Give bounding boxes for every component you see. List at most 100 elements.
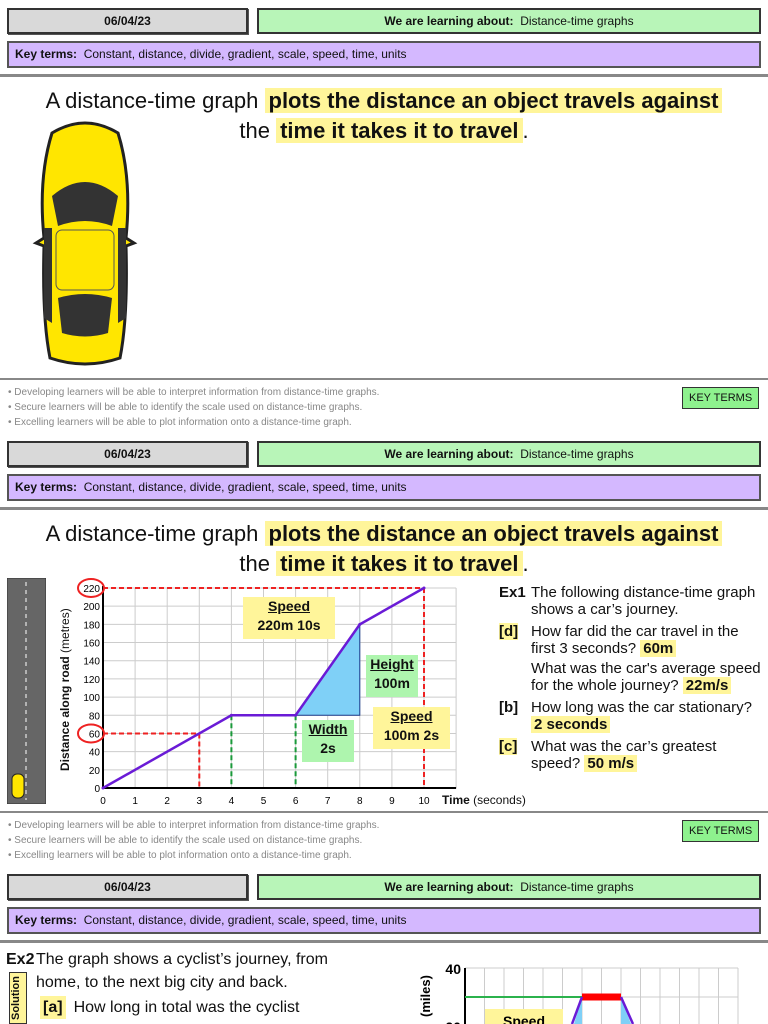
answer-overlap: 22m/s [682, 677, 732, 694]
title-highlight: plots the distance an object travels aga… [264, 88, 723, 113]
question-d-text-overlap: What was the car's average speed for the… [531, 660, 761, 694]
y-tick-label: 60 [89, 729, 101, 740]
distance-time-chart: 0 1 2 3 4 5 6 7 8 9 100204060801001201401601802002… [77, 578, 457, 807]
divider [0, 811, 768, 813]
divider [0, 507, 768, 510]
objective: • Secure learners will be able to identi… [8, 402, 363, 413]
date-box: 06/04/23 [7, 874, 248, 900]
learning-box: We are learning about: Distance-time gra… [257, 441, 761, 467]
title-highlight: time it takes it to travel [276, 551, 523, 576]
key-terms: Constant, distance, divide, gradient, sc… [83, 480, 407, 494]
ex2: Ex2 The graph shows a cyclist’s journey, … [6, 948, 376, 1019]
answer-c: 50 m/s [584, 755, 638, 772]
y-tick-label: 40 [445, 961, 461, 977]
y-tick-label: 20 [89, 766, 101, 777]
data-point [294, 713, 298, 717]
title-text: the [239, 551, 270, 576]
date: 06/04/23 [104, 14, 151, 28]
y-tick-label: 220 [83, 584, 100, 595]
x-tick-label: 0 [100, 796, 106, 807]
key-terms: Constant, distance, divide, gradient, sc… [83, 47, 407, 61]
x-tick-label: 8 [357, 796, 363, 807]
y-tick-label: 20 [445, 1019, 461, 1024]
data-point [229, 713, 233, 717]
key-terms-button[interactable]: KEY TERMS [682, 820, 760, 842]
solution-tab[interactable]: Solution [9, 972, 27, 1024]
objectives: • Developing learners will be able to in… [8, 385, 379, 430]
x-tick-label: 2 [164, 796, 170, 807]
slide-title-line2: the time it takes it to travel. [0, 116, 768, 146]
title-highlight: time it takes it to travel [276, 118, 523, 143]
key-terms-bar: Key terms: Constant, distance, divide, g… [7, 907, 761, 934]
question-c-label: [c] [499, 738, 518, 755]
slide-title: A distance-time graph plots the distance… [0, 86, 768, 116]
question-d-label: [d] [499, 623, 519, 640]
annotation-width: Width 2s [302, 720, 354, 762]
series-line-purple [570, 996, 584, 1024]
key-terms-button[interactable]: KEY TERMS [682, 387, 760, 409]
y-tick-label: 80 [89, 711, 101, 722]
title-text: A distance-time graph [45, 88, 259, 113]
highlight-circle-220 [77, 578, 105, 598]
learning-topic: Distance-time graphs [520, 880, 634, 894]
x-tick-label: 9 [389, 796, 395, 807]
x-tick-label: 4 [229, 796, 235, 807]
y-tick-label: 40 [89, 748, 101, 759]
x-tick-label: 1 [132, 796, 138, 807]
key-terms-label: Key terms: [15, 480, 78, 494]
series-line-purple [619, 996, 635, 1024]
y-axis-label: Distance along road (metres) [58, 608, 72, 772]
question-b-label: [b] [499, 699, 519, 716]
key-terms-bar: Key terms: Constant, distance, divide, g… [7, 41, 761, 68]
y-tick-label: 100 [83, 693, 100, 704]
data-point [422, 586, 426, 590]
key-terms-bar: Key terms: Constant, distance, divide, g… [7, 474, 761, 501]
data-point [358, 622, 362, 626]
objective: • Excelling learners will be able to plo… [8, 417, 352, 428]
title-text: . [522, 551, 529, 576]
question-b-text: How long was the car stationary? [531, 699, 752, 716]
y-tick-label: 120 [83, 675, 100, 686]
learning-topic: Distance-time graphs [520, 447, 634, 461]
objective: • Excelling learners will be able to plo… [8, 850, 352, 861]
x-tick-label: 7 [325, 796, 331, 807]
key-terms-label: Key terms: [15, 913, 78, 927]
learning-box: We are learning about: Distance-time gra… [257, 8, 761, 34]
ex1: Ex1 The following distance-time graph sho… [499, 584, 765, 772]
key-terms: Constant, distance, divide, gradient, sc… [83, 913, 407, 927]
slide-title: A distance-time graph plots the distance… [0, 519, 768, 549]
x-tick-label: 6 [293, 796, 299, 807]
divider [0, 940, 768, 943]
divider [0, 378, 768, 380]
title-highlight: plots the distance an object travels aga… [264, 521, 723, 546]
learning-topic: Distance-time graphs [520, 14, 634, 28]
question-c-text: What was the car’s greatest speed? [531, 738, 717, 772]
x-axis-label: Time (seconds) [442, 793, 526, 807]
y-tick-label: 180 [83, 620, 100, 631]
title-text: . [522, 118, 529, 143]
x-tick-label: 5 [261, 796, 267, 807]
objective: • Developing learners will be able to in… [8, 820, 380, 831]
annotation-speed-segment: Speed 100m 2s [373, 707, 450, 749]
learning-label: We are learning about: [384, 880, 514, 894]
y-tick-label: 160 [83, 639, 100, 650]
objective: • Secure learners will be able to identi… [8, 835, 363, 846]
learning-box: We are learning about: Distance-time gra… [257, 874, 761, 900]
title-text: A distance-time graph [45, 521, 259, 546]
y-tick-label: 140 [83, 657, 100, 668]
x-tick-label: 3 [197, 796, 203, 807]
question-a-text: How long in total was the cyclist [73, 999, 300, 1016]
highlight-circle-60 [77, 723, 105, 744]
annotation-box [485, 1009, 563, 1024]
data-point [101, 786, 105, 790]
slide-title-line2: the time it takes it to travel. [0, 549, 768, 579]
answer-d: 60m [640, 640, 677, 657]
y-axis-unit: (miles) [418, 975, 433, 1017]
learning-label: We are learning about: [384, 447, 514, 461]
ex2-label: Ex2 [6, 951, 35, 968]
learning-label: We are learning about: [384, 14, 514, 28]
x-tick-label: 10 [418, 796, 430, 807]
question-a-label: [a] [40, 996, 66, 1019]
ex1-intro: The following distance-time graph shows … [531, 584, 756, 618]
answer-b: 2 seconds [531, 716, 611, 733]
